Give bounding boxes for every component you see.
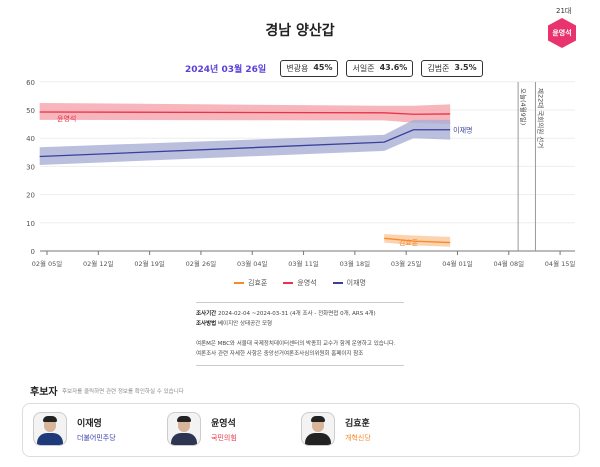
x-tick-label: 04월 01일 bbox=[442, 259, 473, 268]
y-tick-label: 0 bbox=[31, 248, 35, 256]
series-line-이재명 bbox=[39, 129, 451, 158]
candidate-photo bbox=[33, 412, 67, 446]
page-title: 경남 양산갑 bbox=[265, 23, 335, 39]
x-tick-label: 04월 15일 bbox=[545, 259, 576, 268]
candidate-item[interactable]: 김효훈 개혁신당 bbox=[301, 412, 371, 446]
survey-info: 조사기간 2024-02-04 ~2024-03-31 (4개 조사 - 전화면… bbox=[196, 302, 404, 366]
y-tick-label: 50 bbox=[26, 107, 35, 115]
x-tick-label: 03월 25일 bbox=[391, 259, 422, 268]
series-label: 윤영석 bbox=[57, 114, 76, 123]
headline-chip: 서일준 43.6% bbox=[346, 60, 414, 77]
legend-item[interactable]: 이재명 bbox=[332, 278, 366, 288]
y-tick-label: 10 bbox=[26, 220, 35, 228]
incumbent-badge: 윤영석 bbox=[548, 18, 576, 48]
series-label: 이재명 bbox=[453, 126, 472, 135]
series-line-윤영석 bbox=[39, 111, 451, 115]
confidence-band-김효훈 bbox=[384, 234, 451, 247]
candidate-photo bbox=[301, 412, 335, 446]
marker-label: 제22대 국회의원 선거 bbox=[536, 88, 545, 148]
confidence-band-이재명 bbox=[39, 119, 451, 165]
x-tick-label: 03월 11일 bbox=[288, 259, 319, 268]
headline-date: 2024년 03월 26일 bbox=[185, 65, 267, 75]
candidates-subtitle: 후보자를 클릭하면 관련 정보를 확인하실 수 있습니다 bbox=[62, 389, 184, 395]
legend-swatch bbox=[283, 282, 294, 284]
series-line-김효훈 bbox=[384, 237, 451, 244]
y-tick-label: 20 bbox=[26, 192, 35, 200]
poll-chart: 0 10 20 30 40 50 60 02월 05일 02월 12일 02월 19일 02월 26… bbox=[26, 79, 576, 268]
headline-chip: 김범준 3.5% bbox=[421, 60, 483, 77]
y-tick-label: 40 bbox=[26, 135, 35, 143]
legend-swatch bbox=[234, 282, 244, 284]
x-tick-label: 03월 18일 bbox=[340, 259, 371, 268]
chart-legend: 김효훈 윤영석 이재명 bbox=[0, 278, 600, 288]
candidate-item[interactable]: 윤영석 국민의힘 bbox=[167, 412, 237, 446]
term-label: 21대 bbox=[556, 7, 572, 15]
headline-summary: 2024년 03월 26일 변광용 45% 서일준 43.6% 김범준 3.5% bbox=[185, 60, 483, 77]
x-tick-label: 04월 08일 bbox=[494, 259, 525, 268]
legend-item[interactable]: 김효훈 bbox=[234, 278, 267, 288]
legend-item[interactable]: 윤영석 bbox=[283, 278, 317, 288]
headline-chip: 변광용 45% bbox=[280, 60, 339, 77]
candidates-card: 이재영 더불어민주당 윤영석 국민의힘 김효훈 개혁신당 bbox=[22, 403, 580, 457]
candidate-item[interactable]: 이재영 더불어민주당 bbox=[33, 412, 116, 446]
candidate-photo bbox=[167, 412, 201, 446]
confidence-band-윤영석 bbox=[39, 102, 451, 125]
series-label: 김효훈 bbox=[399, 238, 419, 247]
x-tick-label: 03월 04일 bbox=[237, 259, 268, 268]
y-tick-label: 60 bbox=[26, 79, 35, 87]
x-tick-label: 02월 26일 bbox=[186, 259, 217, 268]
y-tick-label: 30 bbox=[26, 163, 35, 171]
marker-label: 오늘(4월9일) bbox=[519, 88, 528, 125]
candidates-heading: 후보자 bbox=[30, 387, 58, 398]
x-tick-label: 02월 05일 bbox=[32, 259, 63, 268]
legend-swatch bbox=[332, 282, 343, 284]
x-tick-label: 02월 12일 bbox=[83, 259, 114, 268]
x-tick-label: 02월 19일 bbox=[134, 259, 165, 268]
